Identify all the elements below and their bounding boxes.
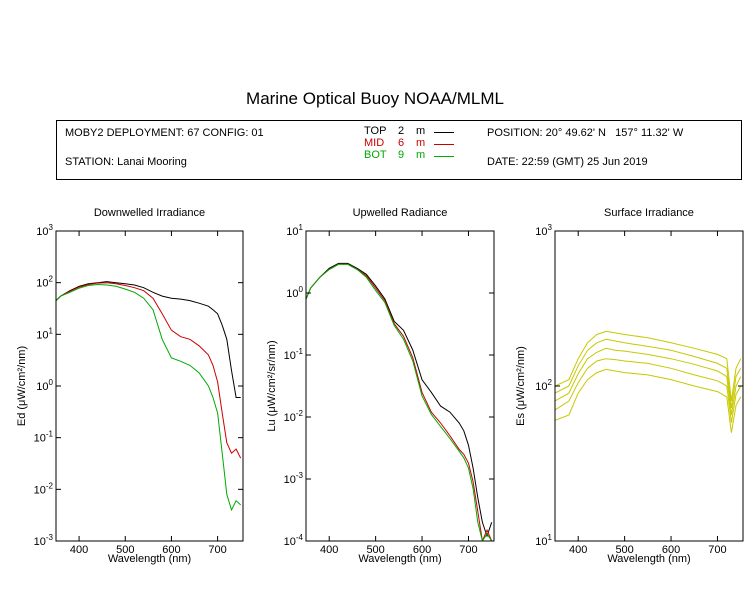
y-axis-label: Lu (μW/cm²/sr/nm) (266, 340, 278, 431)
y-tick-label: 102 (535, 378, 552, 393)
chart-title: Upwelled Radiance (353, 207, 448, 219)
chart-panel-3: Surface Irradiance 400 500 600 700 101 102 103 W… (515, 207, 744, 565)
series-group (306, 262, 493, 541)
legend-swatch-line (434, 132, 454, 133)
y-tick-label: 102 (36, 275, 53, 290)
deployment-info-box: MOBY2 DEPLOYMENT: 67 CONFIG: 01 STATION:… (56, 120, 742, 180)
series-line-2 (555, 338, 742, 409)
series-line-1 (555, 330, 742, 402)
date-label: DATE: 22:59 (GMT) 25 Jun 2019 (487, 156, 648, 168)
y-tick-label: 101 (36, 326, 53, 341)
x-tick-label: 700 (708, 544, 726, 556)
x-tick-label: 600 (662, 544, 680, 556)
x-tick-label: 600 (162, 544, 180, 556)
y-tick-label: 10-3 (34, 533, 54, 548)
series-group (555, 330, 742, 433)
plot-frame (55, 230, 244, 542)
x-axis-label: Wavelength (nm) (607, 553, 690, 565)
legend-depth: 2 (398, 125, 405, 137)
series-line-mid (306, 263, 493, 541)
chart-title: Surface Irradiance (604, 207, 694, 219)
deployment-label: MOBY2 DEPLOYMENT: 67 CONFIG: 01 (65, 127, 264, 139)
y-tick-label: 103 (36, 223, 53, 238)
legend-label: MID (364, 137, 385, 149)
x-tick-label: 600 (413, 544, 431, 556)
x-axis-label: Wavelength (nm) (108, 553, 191, 565)
legend-depth: 6 (398, 137, 405, 149)
legend-label: BOT (364, 149, 387, 161)
series-line-mid (56, 282, 242, 459)
x-axis-label: Wavelength (nm) (358, 553, 441, 565)
x-tick-label: 400 (70, 544, 88, 556)
y-axis-label: Ed (μW/cm²/nm) (16, 346, 28, 426)
series-line-top (306, 262, 493, 538)
legend-unit: m (416, 137, 426, 149)
x-tick-label: 500 (366, 544, 384, 556)
y-tick-label: 10-4 (284, 533, 304, 548)
x-tick-label: 400 (569, 544, 587, 556)
y-tick-label: 103 (535, 223, 552, 238)
y-axis-label: Es (μW/cm²/nm) (515, 346, 527, 426)
x-tick-label: 700 (208, 544, 226, 556)
series-group (56, 281, 242, 512)
x-tick-label: 400 (320, 544, 338, 556)
legend-depth: 9 (398, 149, 405, 161)
legend-swatch-line (434, 156, 454, 157)
y-tick-label: 100 (286, 285, 303, 300)
series-line-5 (555, 368, 742, 433)
chart-panel-1: Downwelled Irradiance 400 500 600 700 10-3 10-… (16, 207, 244, 565)
chart-main-title: Marine Optical Buoy NOAA/MLML (246, 89, 504, 108)
series-line-top (56, 281, 241, 398)
legend-swatch-line (434, 144, 454, 145)
y-tick-label: 10-3 (284, 471, 304, 486)
series-line-3 (555, 347, 742, 416)
position-label: POSITION: 20° 49.62' N 157° 11.32' W (487, 127, 684, 139)
y-tick-label: 101 (286, 223, 303, 238)
y-tick-label: 10-1 (284, 347, 304, 362)
y-tick-label: 101 (535, 533, 552, 548)
legend-unit: m (416, 125, 426, 137)
y-tick-label: 10-1 (34, 430, 54, 445)
legend-unit: m (416, 149, 426, 161)
legend-label: TOP (364, 125, 387, 137)
y-tick-label: 10-2 (284, 409, 304, 424)
series-line-4 (555, 358, 742, 423)
chart-title: Downwelled Irradiance (94, 207, 205, 219)
series-line-bot (306, 263, 493, 541)
y-tick-label: 100 (36, 378, 53, 393)
x-tick-label: 500 (116, 544, 134, 556)
plot-frame (305, 230, 495, 542)
series-line-bot (56, 283, 242, 512)
station-label: STATION: Lanai Mooring (65, 156, 187, 168)
chart-panel-2: Upwelled Radiance 400 500 600 700 10-4 10-3 10-… (266, 207, 495, 565)
y-tick-label: 10-2 (34, 481, 54, 496)
x-tick-label: 700 (459, 544, 477, 556)
x-tick-label: 500 (615, 544, 633, 556)
